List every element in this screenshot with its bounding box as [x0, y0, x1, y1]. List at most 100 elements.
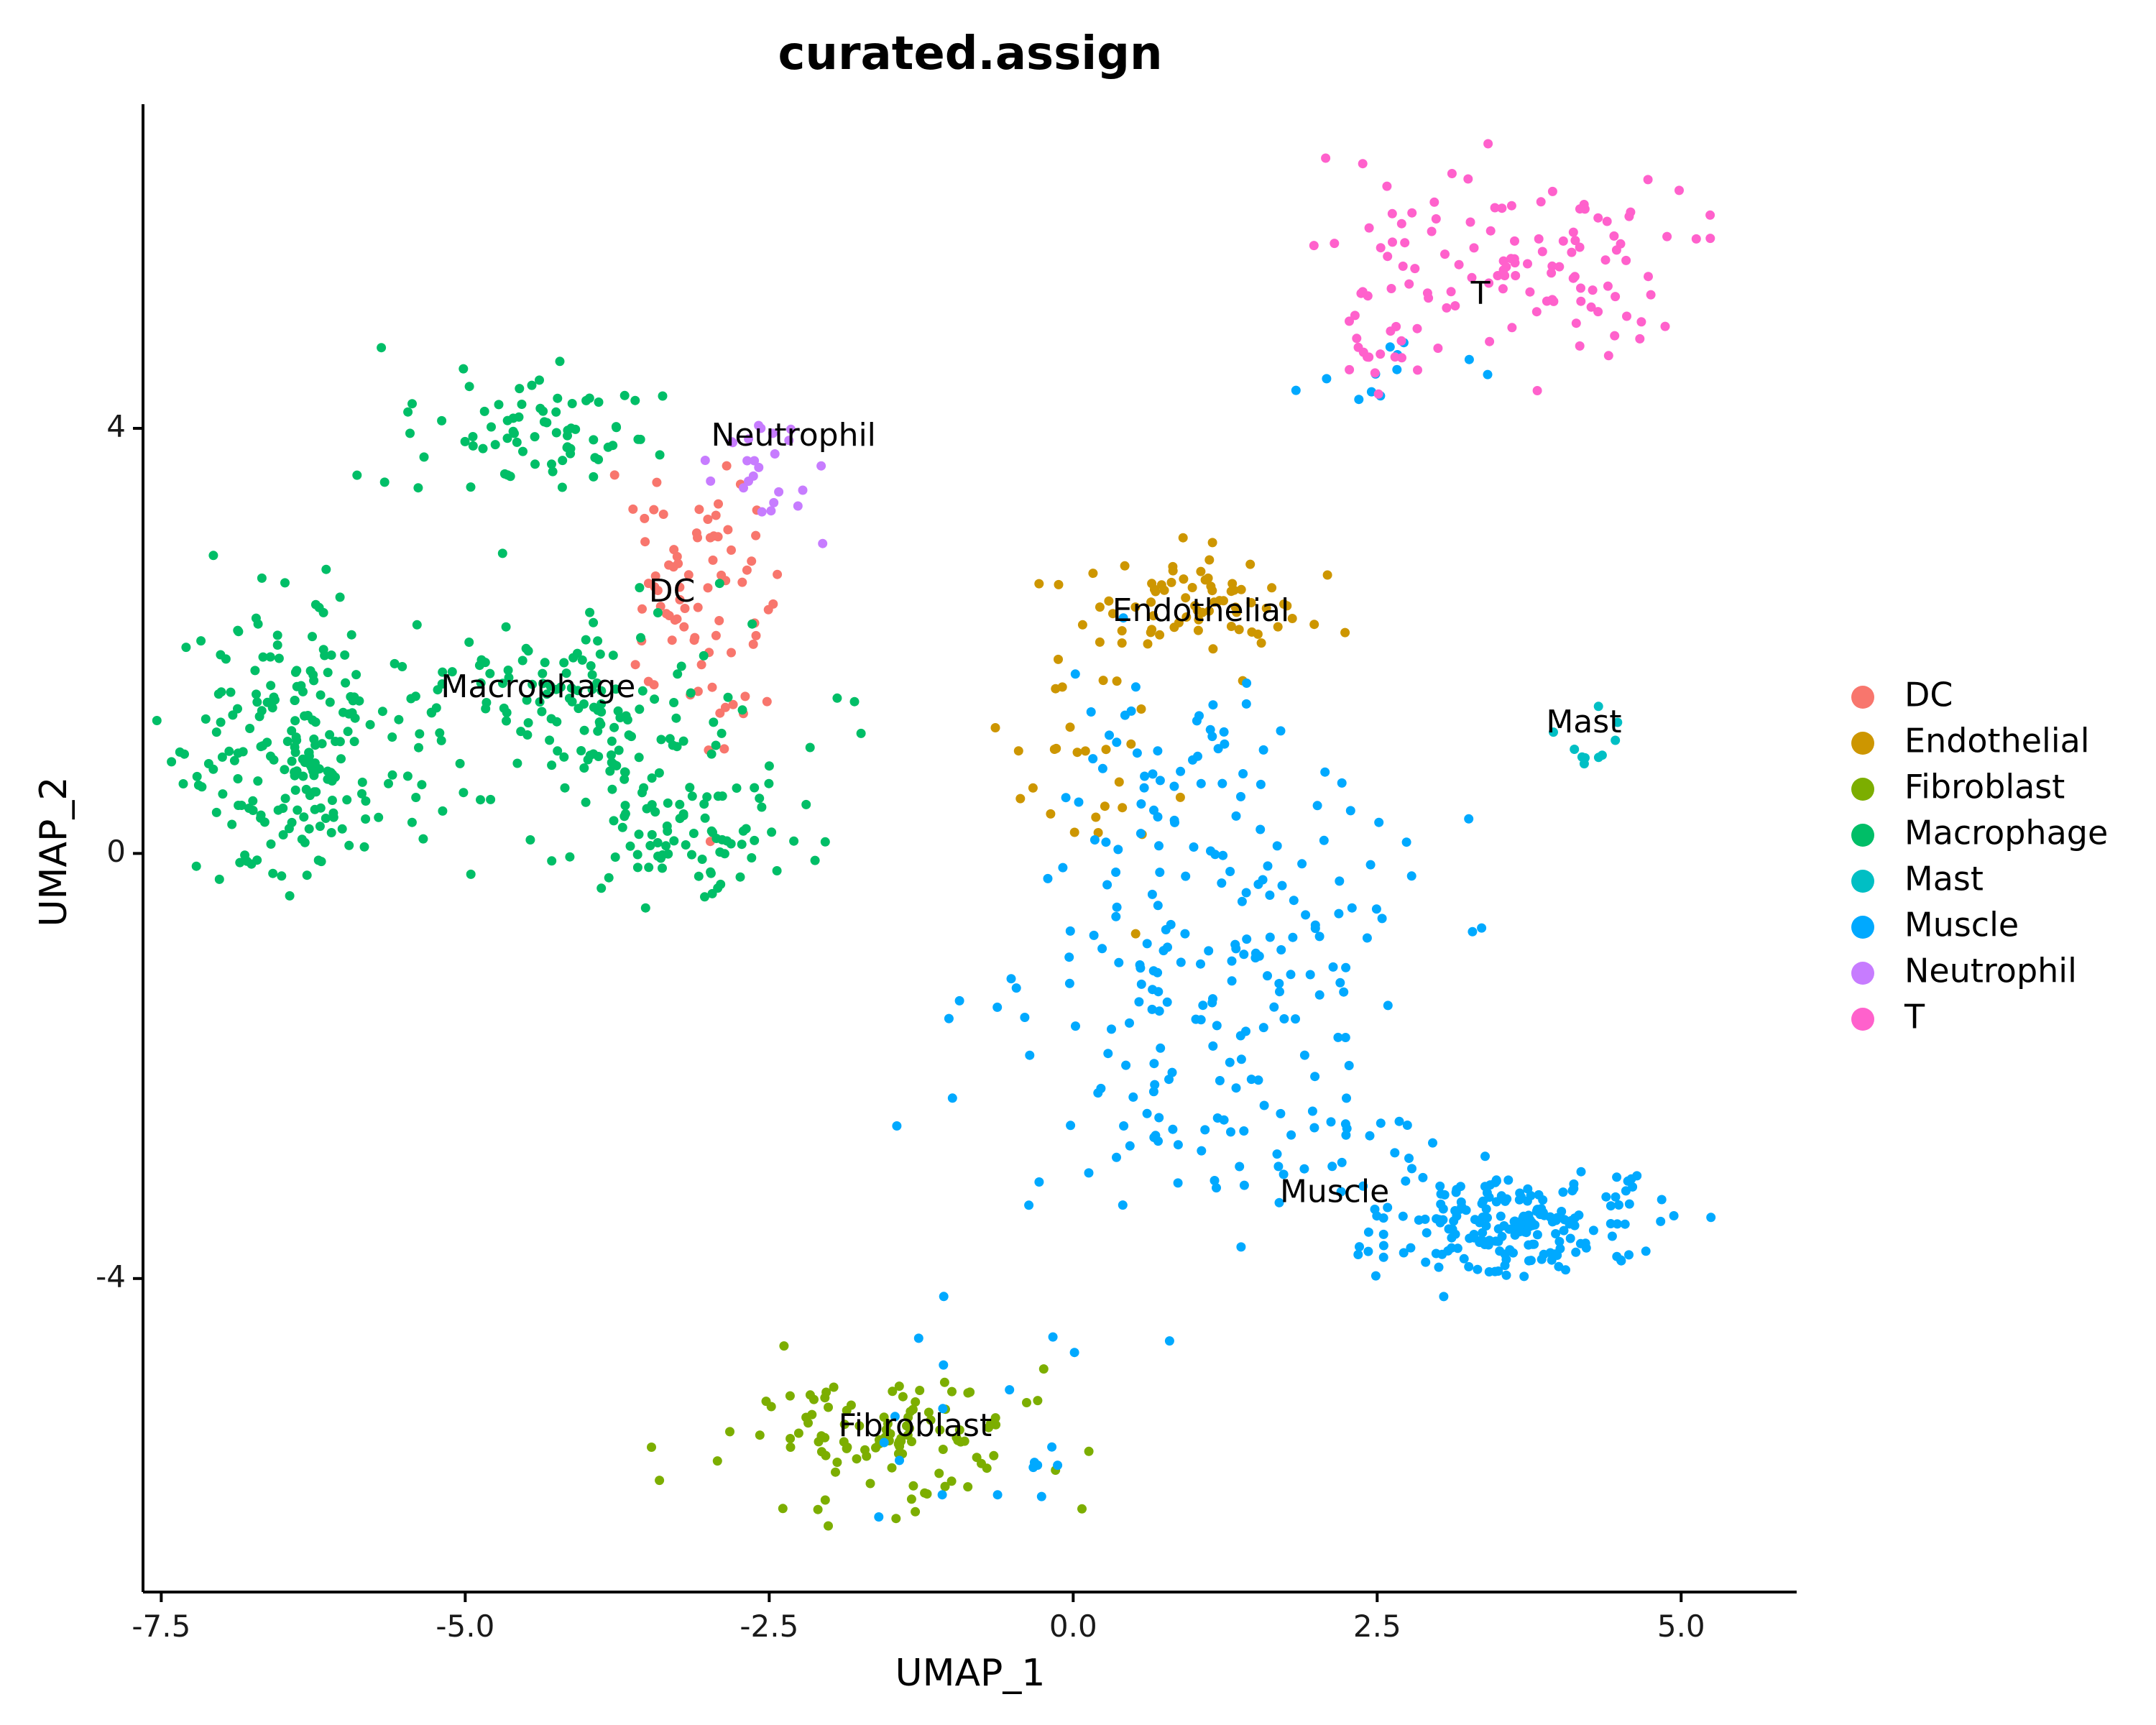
- point-macrophage: [589, 617, 599, 627]
- point-endothelial: [1051, 684, 1061, 694]
- point-neutrophil: [728, 438, 737, 448]
- point-macrophage: [566, 423, 576, 433]
- point-macrophage: [642, 804, 652, 814]
- point-macrophage: [427, 708, 437, 718]
- point-macrophage: [719, 849, 729, 859]
- y-axis-ticks: -4 0 4: [96, 408, 143, 1294]
- point-muscle: [1135, 829, 1146, 839]
- point-macrophage: [604, 873, 614, 883]
- point-neutrophil: [700, 456, 710, 465]
- point-macrophage: [414, 742, 423, 753]
- point-macrophage: [697, 855, 707, 864]
- point-muscle: [1363, 1227, 1373, 1237]
- point-muscle: [1276, 726, 1286, 736]
- point-muscle: [1161, 925, 1171, 934]
- point-macrophage: [609, 816, 619, 826]
- point-muscle: [1071, 1021, 1080, 1031]
- point-endothelial: [1245, 559, 1256, 569]
- point-macrophage: [304, 751, 314, 761]
- point-muscle: [1212, 1113, 1222, 1123]
- point-t: [1485, 336, 1495, 346]
- point-muscle: [1125, 1141, 1135, 1151]
- point-macrophage: [801, 799, 811, 809]
- point-muscle: [1468, 926, 1478, 937]
- point-muscle: [1074, 797, 1084, 807]
- point-macrophage: [377, 343, 387, 353]
- point-muscle: [1103, 1049, 1113, 1059]
- point-fibroblast: [831, 1467, 840, 1477]
- point-macrophage: [757, 802, 767, 812]
- point-muscle: [1626, 1174, 1636, 1184]
- point-muscle: [1227, 976, 1237, 986]
- point-dc: [727, 545, 736, 555]
- point-t: [1309, 241, 1319, 251]
- point-dc: [652, 477, 662, 487]
- point-fibroblast: [793, 1428, 803, 1438]
- point-macrophage: [565, 852, 575, 862]
- x-axis-title: UMAP_1: [895, 1652, 1046, 1695]
- point-macrophage: [594, 397, 604, 407]
- point-muscle: [1421, 1257, 1431, 1267]
- point-fibroblast: [965, 1387, 975, 1397]
- point-macrophage: [805, 742, 815, 753]
- point-dc: [717, 570, 727, 580]
- point-macrophage: [287, 726, 297, 736]
- point-muscle: [1241, 888, 1251, 898]
- legend-label-neutrophil: Neutrophil: [1904, 952, 2077, 990]
- point-macrophage: [589, 435, 599, 445]
- point-macrophage: [538, 406, 548, 416]
- point-macrophage: [235, 857, 245, 868]
- point-muscle: [1272, 1149, 1282, 1159]
- point-macrophage: [609, 722, 619, 732]
- point-muscle: [1217, 878, 1227, 888]
- point-macrophage: [394, 714, 404, 724]
- point-macrophage: [612, 423, 622, 433]
- point-macrophage: [290, 667, 300, 677]
- point-macrophage: [661, 841, 671, 851]
- point-t: [1600, 255, 1611, 265]
- point-muscle: [1112, 1152, 1121, 1162]
- point-neutrophil: [786, 424, 796, 434]
- point-endothelial: [1282, 601, 1292, 611]
- legend-label-macrophage: Macrophage: [1904, 814, 2108, 852]
- point-dc: [773, 569, 783, 579]
- point-macrophage: [417, 780, 427, 790]
- point-muscle: [1522, 1196, 1532, 1206]
- point-t: [1321, 153, 1331, 163]
- point-dc: [751, 530, 761, 540]
- point-macrophage: [685, 783, 695, 793]
- point-fibroblast: [923, 1407, 934, 1417]
- point-endothelial: [1104, 596, 1114, 606]
- point-muscle: [1624, 1250, 1634, 1260]
- legend-key-macrophage: [1851, 824, 1874, 847]
- point-macrophage: [459, 788, 469, 798]
- point-macrophage: [196, 636, 206, 646]
- point-macrophage: [522, 730, 533, 740]
- point-t: [1498, 256, 1508, 266]
- point-macrophage: [542, 689, 552, 699]
- point-muscle: [1239, 1180, 1249, 1190]
- point-macrophage: [619, 390, 630, 400]
- point-muscle: [1132, 748, 1142, 758]
- point-muscle: [1508, 1248, 1518, 1258]
- point-endothelial: [1256, 638, 1266, 648]
- point-macrophage: [615, 713, 625, 722]
- point-muscle: [1422, 1228, 1432, 1238]
- point-muscle: [1155, 868, 1165, 878]
- point-endothelial: [1204, 555, 1215, 565]
- point-macrophage: [517, 400, 527, 409]
- point-t: [1404, 279, 1414, 289]
- point-endothelial: [1287, 614, 1297, 623]
- point-muscle: [1574, 1210, 1584, 1220]
- point-endothelial: [1156, 580, 1166, 590]
- point-macrophage: [337, 824, 347, 834]
- point-muscle: [1084, 1168, 1094, 1178]
- point-dc: [715, 708, 725, 718]
- point-macrophage: [849, 696, 860, 707]
- point-muscle: [1491, 1175, 1501, 1185]
- legend-label-dc: DC: [1904, 676, 1953, 714]
- point-endothelial: [1309, 620, 1319, 630]
- point-muscle: [1277, 880, 1287, 891]
- point-macrophage: [656, 735, 666, 745]
- point-macrophage: [619, 774, 630, 784]
